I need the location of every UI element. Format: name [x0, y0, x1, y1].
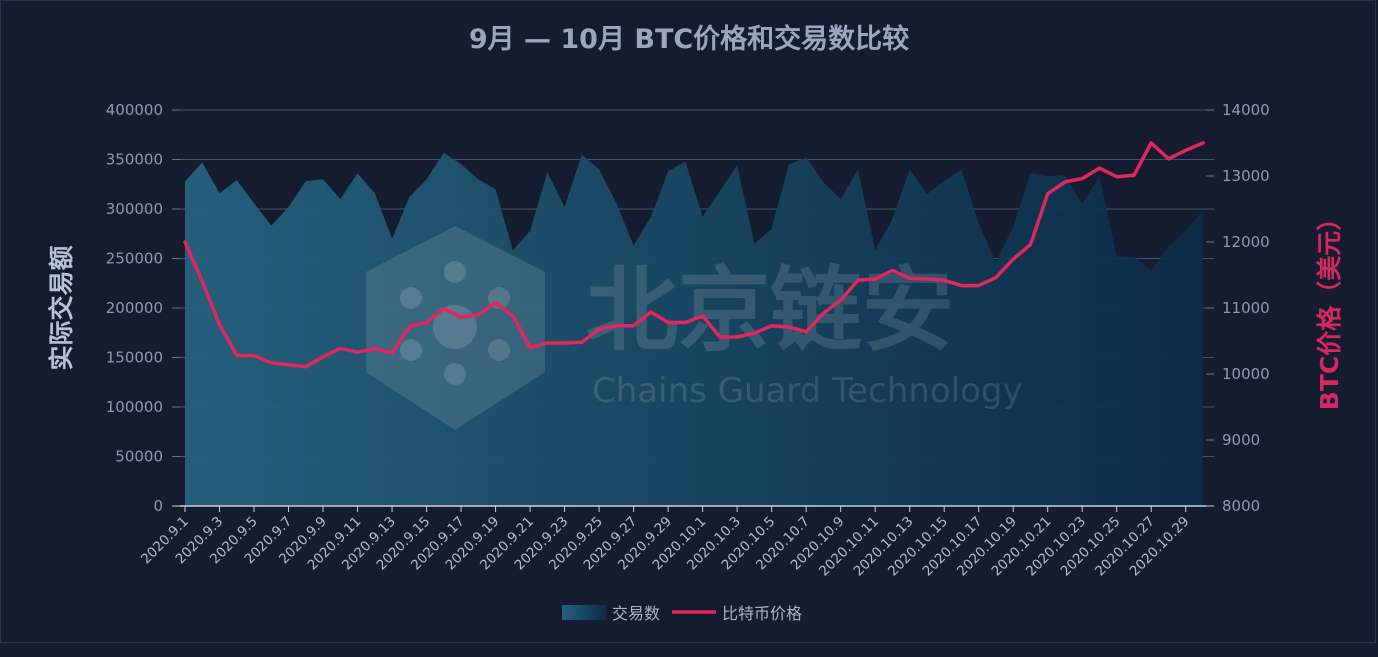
transactions-area-layer [185, 152, 1203, 506]
right-tick-label: 11000 [1222, 299, 1270, 317]
watermark-name: 北京链安 [586, 257, 954, 364]
right-tick-label: 14000 [1222, 101, 1270, 119]
left-tick-label: 0 [153, 497, 163, 515]
left-axis-ticks: 0 50000 100000 150000 200000 250000 300000 3500… [106, 101, 180, 515]
right-tick-label: 8000 [1222, 497, 1260, 515]
price-line [183, 141, 1205, 369]
left-tick-label: 150000 [106, 349, 163, 367]
left-tick-label: 300000 [106, 200, 163, 218]
left-tick-label: 350000 [106, 151, 163, 169]
right-tick-label: 13000 [1222, 167, 1270, 185]
left-tick-label: 50000 [115, 448, 163, 466]
right-tick-label: 10000 [1222, 365, 1270, 383]
legend-swatch-area [562, 605, 606, 620]
legend-item-price[interactable]: 比特币价格 [672, 604, 802, 623]
right-axis-ticks: 8000 9000 10000 11000 12000 13000 14000 [1206, 101, 1270, 515]
legend-label-price: 比特币价格 [722, 604, 802, 623]
watermark-tagline: Chains Guard Technology [592, 371, 1023, 411]
left-axis-label: 实际交易额 [47, 245, 76, 370]
legend[interactable]: 交易数 比特币价格 [562, 604, 802, 623]
right-tick-label: 12000 [1222, 233, 1270, 251]
left-tick-label: 200000 [106, 299, 163, 317]
legend-label-transactions: 交易数 [612, 604, 660, 623]
right-axis-label: BTC价格（美元） [1315, 206, 1344, 410]
left-tick-label: 100000 [106, 398, 163, 416]
left-tick-label: 400000 [106, 101, 163, 119]
transactions-area [185, 152, 1203, 506]
chart-title: 9月 — 10月 BTC价格和交易数比较 [469, 23, 909, 55]
watermark: 北京链安 Chains Guard Technology [366, 226, 1023, 430]
x-axis-ticks: 2020.9.12020.9.32020.9.52020.9.72020.9.9… [138, 506, 1193, 579]
watermark-logo-shape [366, 226, 545, 430]
price-line-layer [183, 141, 1205, 369]
legend-item-transactions[interactable]: 交易数 [562, 604, 660, 623]
left-tick-label: 250000 [106, 250, 163, 268]
right-tick-label: 9000 [1222, 431, 1260, 449]
